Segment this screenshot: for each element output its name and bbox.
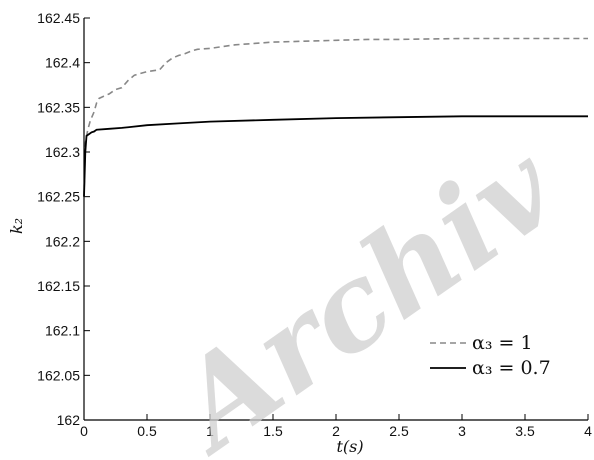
- x-axis-label: t(s): [336, 437, 363, 456]
- legend-label-series-2: α₃ = 0.7: [472, 357, 551, 379]
- ticks-group: 0 0.5 1 1.5 2 2.5 3 3.5 4 162 162.05 162.1 162.15 162…: [37, 10, 592, 439]
- x-tick-label: 4: [584, 423, 592, 439]
- x-tick-label: 2.5: [389, 423, 409, 439]
- x-tick-label: 3.5: [515, 423, 535, 439]
- series-line-1: [83, 37, 588, 197]
- y-axis-label: k₂: [7, 218, 26, 234]
- y-tick-label: 162.45: [37, 10, 80, 26]
- legend-label-series-1: α₃ = 1: [472, 332, 533, 354]
- y-tick-label: 162.05: [37, 367, 80, 383]
- x-tick-label: 1.5: [263, 423, 283, 439]
- series-group: [83, 37, 588, 197]
- y-tick-label: 162: [57, 412, 81, 428]
- series-line-2: [83, 115, 588, 197]
- watermark-text: Archiv: [144, 116, 581, 460]
- x-tick-label: 3: [458, 423, 466, 439]
- y-tick-label: 162.1: [45, 323, 80, 339]
- y-tick-label: 162.4: [45, 55, 80, 71]
- x-tick-label: 0: [80, 423, 88, 439]
- y-tick-label: 162.2: [45, 233, 80, 249]
- x-tick-label: 2: [332, 423, 340, 439]
- y-tick-label: 162.25: [37, 189, 80, 205]
- x-tick-label: 0.5: [137, 423, 157, 439]
- y-tick-label: 162.15: [37, 278, 80, 294]
- x-tick-label: 1: [206, 423, 214, 439]
- legend: α₃ = 1 α₃ = 0.7: [430, 332, 551, 379]
- y-tick-label: 162.35: [37, 99, 80, 115]
- y-tick-label: 162.3: [45, 144, 80, 160]
